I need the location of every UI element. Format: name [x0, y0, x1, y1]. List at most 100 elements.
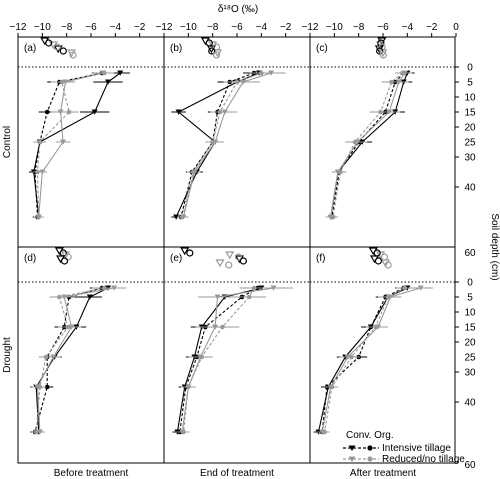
top-axis-label: δ¹⁸O (‰)	[218, 4, 258, 15]
series-line	[34, 72, 103, 218]
data-point	[417, 285, 424, 291]
rain-marker	[377, 39, 385, 47]
rain-marker	[69, 51, 77, 59]
data-point	[44, 109, 50, 115]
depth-tick-label: 40	[464, 398, 476, 409]
panel-label: (b)	[170, 43, 182, 54]
depth-tick-label: 15	[464, 323, 476, 334]
x-tick-label: −2	[426, 22, 438, 33]
depth-tick-label: 5	[467, 78, 473, 89]
rain-marker	[374, 257, 383, 265]
x-tick-label: −6	[231, 22, 243, 33]
rain-marker	[66, 49, 77, 58]
x-tick-label: −2	[280, 22, 292, 33]
series-2	[33, 70, 113, 220]
x-tick-label: −4	[110, 22, 122, 33]
depth-tick-label: 25	[464, 353, 476, 364]
series-0	[313, 285, 416, 435]
data-point	[60, 139, 67, 145]
legend-marker-intensive-conv	[348, 445, 356, 451]
series-3	[177, 70, 273, 220]
data-point	[214, 294, 221, 300]
data-point	[220, 324, 225, 330]
data-point	[65, 324, 71, 330]
series-1	[327, 70, 411, 220]
right-axis-label: Soil depth (cm)	[489, 213, 500, 280]
data-point	[378, 109, 383, 115]
data-point	[217, 109, 223, 115]
series-line	[321, 287, 421, 433]
data-point	[102, 70, 107, 76]
panel-b: (b)	[164, 37, 310, 220]
series-0	[325, 70, 415, 220]
rain-marker	[64, 253, 72, 261]
legend: Conv. Org. Intensive tillage Reduced/no …	[343, 430, 465, 465]
data-point	[322, 429, 327, 435]
rain-marker	[384, 261, 392, 269]
rain-marker	[59, 47, 67, 55]
x-tick-label: −10	[34, 22, 51, 33]
series-3	[32, 70, 115, 220]
series-1	[176, 70, 265, 220]
series-1	[317, 285, 413, 435]
series-line	[181, 287, 274, 433]
data-point	[86, 294, 93, 300]
depth-tick-label: 30	[464, 368, 476, 379]
series-line	[176, 287, 262, 433]
panel-a: (a)	[18, 37, 164, 220]
series-2	[317, 285, 433, 435]
panel-label: (f)	[316, 253, 325, 264]
x-tick-label: −10	[180, 22, 197, 33]
series-line	[38, 72, 104, 218]
depth-tick-label: 25	[464, 138, 476, 149]
legend-label-intensive: Intensive tillage	[382, 443, 451, 454]
depth-tick-label: 15	[464, 108, 476, 119]
series-0	[28, 70, 130, 220]
col-label-after: After treatment	[350, 468, 416, 479]
depth-tick-label: 60	[464, 248, 476, 259]
series-0	[172, 285, 274, 435]
depth-tick-label: 20	[464, 123, 476, 134]
col-label-before: Before treatment	[54, 468, 129, 479]
data-point	[385, 294, 391, 300]
data-point	[36, 214, 41, 220]
data-point	[35, 169, 40, 175]
rain-marker	[213, 43, 221, 51]
series-line	[331, 72, 405, 218]
series-line	[182, 72, 272, 218]
rain-marker	[53, 43, 61, 51]
legend-marker-reduced-org	[367, 456, 373, 462]
x-tick-label: 0	[453, 22, 459, 33]
series-3	[31, 285, 117, 435]
data-point	[102, 285, 107, 291]
x-tick-label: −2	[134, 22, 146, 33]
depth-tick-label: 5	[467, 293, 473, 304]
rain-marker	[59, 249, 67, 257]
data-point	[338, 169, 343, 175]
depth-tick-label: 20	[464, 338, 476, 349]
rain-marker	[239, 257, 247, 265]
rain-marker	[60, 251, 70, 260]
rain-marker	[380, 253, 389, 261]
data-point	[373, 324, 379, 330]
data-point	[400, 70, 405, 76]
data-point	[43, 354, 49, 360]
series-3	[319, 285, 414, 435]
series-line	[33, 72, 121, 218]
depth-tick-label: 40	[464, 183, 476, 194]
data-point	[389, 79, 394, 85]
rain-marker	[379, 51, 387, 59]
x-tick-label: −4	[402, 22, 414, 33]
data-point	[246, 294, 252, 300]
data-point	[259, 70, 264, 76]
data-point	[175, 109, 182, 115]
data-point	[44, 384, 50, 390]
rain-marker	[60, 257, 69, 265]
series-line	[35, 287, 109, 433]
series-2	[325, 70, 413, 220]
depth-tick-label: 0	[467, 63, 473, 74]
panel-f: (f)	[310, 247, 456, 435]
panel-label: (c)	[316, 43, 328, 54]
data-point	[330, 214, 336, 220]
